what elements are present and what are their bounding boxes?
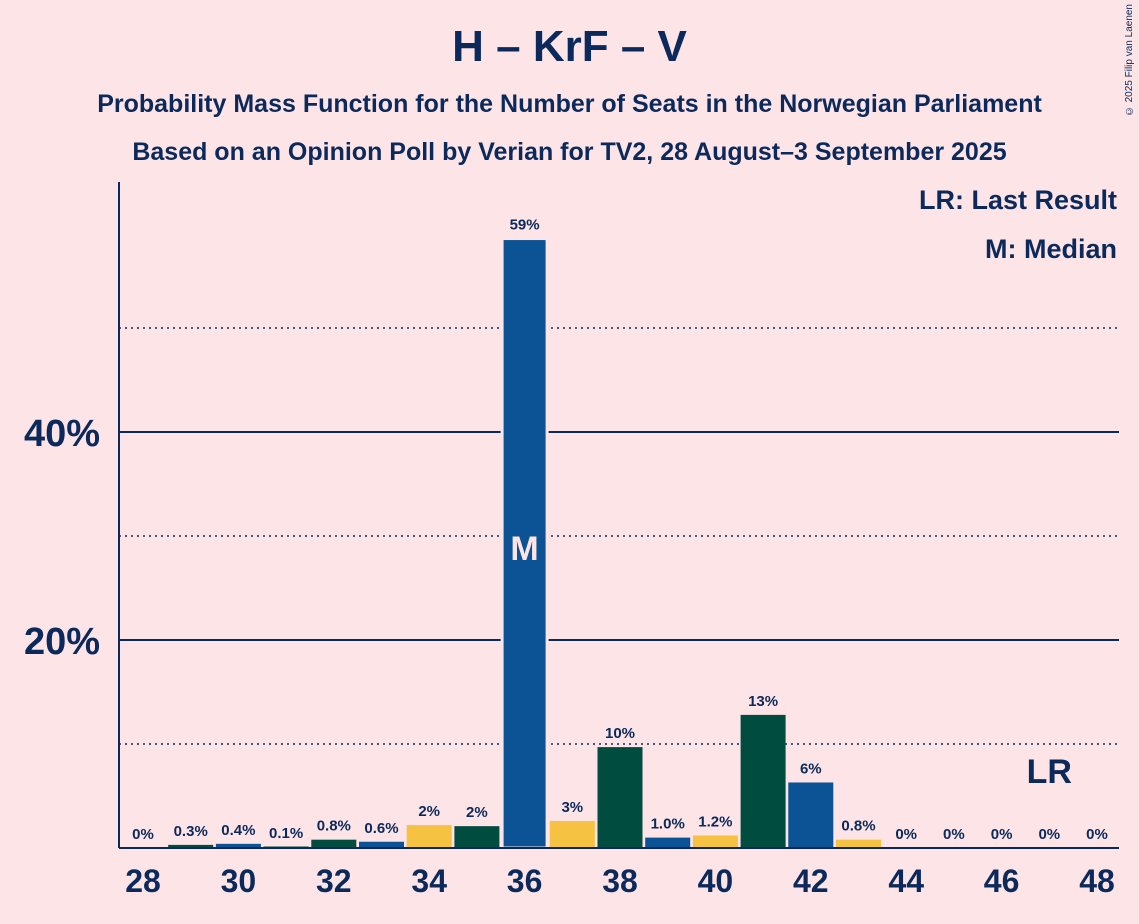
data-label-33: 0.6% — [364, 820, 398, 837]
legend-median: M: Median — [985, 234, 1117, 264]
data-label-34: 2% — [418, 803, 440, 820]
x-tick-label: 30 — [221, 863, 257, 899]
data-label-32: 0.8% — [317, 818, 351, 835]
data-label-30: 0.4% — [221, 822, 255, 839]
bar-41 — [740, 714, 786, 848]
data-label-40: 1.2% — [698, 814, 732, 831]
chart-subtitle-2: Based on an Opinion Poll by Verian for T… — [132, 138, 1007, 166]
data-label-41: 13% — [748, 693, 778, 710]
median-marker: M — [510, 530, 538, 568]
chart-subtitle-1: Probability Mass Function for the Number… — [97, 90, 1042, 118]
bar-42 — [788, 782, 834, 848]
legend: LR: Last Result M: Median — [919, 185, 1117, 264]
x-tick-label: 28 — [125, 863, 161, 899]
data-label-39: 1.0% — [651, 816, 685, 833]
x-tick-label: 38 — [602, 863, 638, 899]
x-tick-label: 32 — [316, 863, 352, 899]
data-label-47: 0% — [1038, 826, 1060, 843]
x-tick-label: 42 — [793, 863, 829, 899]
legend-last-result: LR: Last Result — [919, 185, 1117, 215]
data-label-43: 0.8% — [841, 818, 875, 835]
chart-title: H – KrF – V — [452, 22, 687, 71]
bar-32 — [311, 839, 357, 848]
axes: 20% 40% 28 30 32 34 36 38 40 42 44 46 48 — [24, 182, 1119, 899]
data-label-37: 3% — [561, 799, 583, 816]
grid-lines — [119, 327, 1119, 745]
bar-34 — [406, 825, 452, 848]
y-tick-label: 20% — [24, 621, 100, 663]
data-label-48: 0% — [1086, 826, 1108, 843]
data-label-44: 0% — [895, 826, 917, 843]
bar-38 — [597, 747, 643, 848]
data-label-45: 0% — [943, 826, 965, 843]
x-tick-label: 36 — [507, 863, 543, 899]
data-label-42: 6% — [800, 760, 822, 777]
last-result-marker: LR — [1027, 753, 1072, 791]
data-label-38: 10% — [605, 725, 635, 742]
data-label-46: 0% — [991, 826, 1013, 843]
bar-39 — [645, 837, 691, 848]
x-tick-label: 46 — [984, 863, 1020, 899]
data-label-36: 59% — [510, 217, 540, 234]
bar-43 — [836, 839, 881, 848]
bar-37 — [549, 820, 595, 848]
data-labels: 0% 0.3% 0.4% 0.1% 0.8% 0.6% 2% 2% 59% 3% 10% 1.0% 1.… — [132, 217, 1108, 843]
x-tick-label: 40 — [698, 863, 734, 899]
x-tick-label: 48 — [1079, 863, 1115, 899]
bar-33 — [359, 841, 404, 848]
bar-29 — [168, 844, 214, 848]
x-tick-label: 34 — [411, 863, 447, 899]
data-label-35: 2% — [466, 804, 488, 821]
data-label-31: 0.1% — [269, 825, 303, 842]
data-label-29: 0.3% — [174, 823, 208, 840]
bar-30 — [215, 843, 261, 848]
x-tick-label: 44 — [888, 863, 924, 899]
bar-35 — [454, 826, 500, 848]
bar-40 — [692, 835, 738, 848]
bars — [168, 237, 881, 850]
data-label-28: 0% — [132, 826, 154, 843]
y-tick-label: 40% — [24, 413, 100, 455]
